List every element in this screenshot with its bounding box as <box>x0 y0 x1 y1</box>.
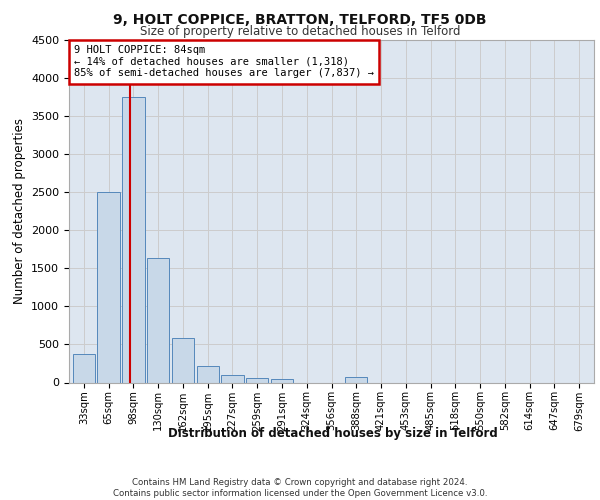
Text: 9 HOLT COPPICE: 84sqm
← 14% of detached houses are smaller (1,318)
85% of semi-d: 9 HOLT COPPICE: 84sqm ← 14% of detached … <box>74 45 374 78</box>
Text: Distribution of detached houses by size in Telford: Distribution of detached houses by size … <box>168 428 498 440</box>
Bar <box>271 378 293 382</box>
Bar <box>172 338 194 382</box>
Bar <box>246 378 268 382</box>
Text: Size of property relative to detached houses in Telford: Size of property relative to detached ho… <box>140 25 460 38</box>
Text: Contains HM Land Registry data © Crown copyright and database right 2024.
Contai: Contains HM Land Registry data © Crown c… <box>113 478 487 498</box>
Bar <box>73 354 95 382</box>
Bar <box>122 97 145 382</box>
Bar <box>97 192 120 382</box>
Bar <box>147 258 169 382</box>
Bar <box>221 374 244 382</box>
Text: 9, HOLT COPPICE, BRATTON, TELFORD, TF5 0DB: 9, HOLT COPPICE, BRATTON, TELFORD, TF5 0… <box>113 12 487 26</box>
Bar <box>197 366 219 382</box>
Y-axis label: Number of detached properties: Number of detached properties <box>13 118 26 304</box>
Bar <box>345 377 367 382</box>
